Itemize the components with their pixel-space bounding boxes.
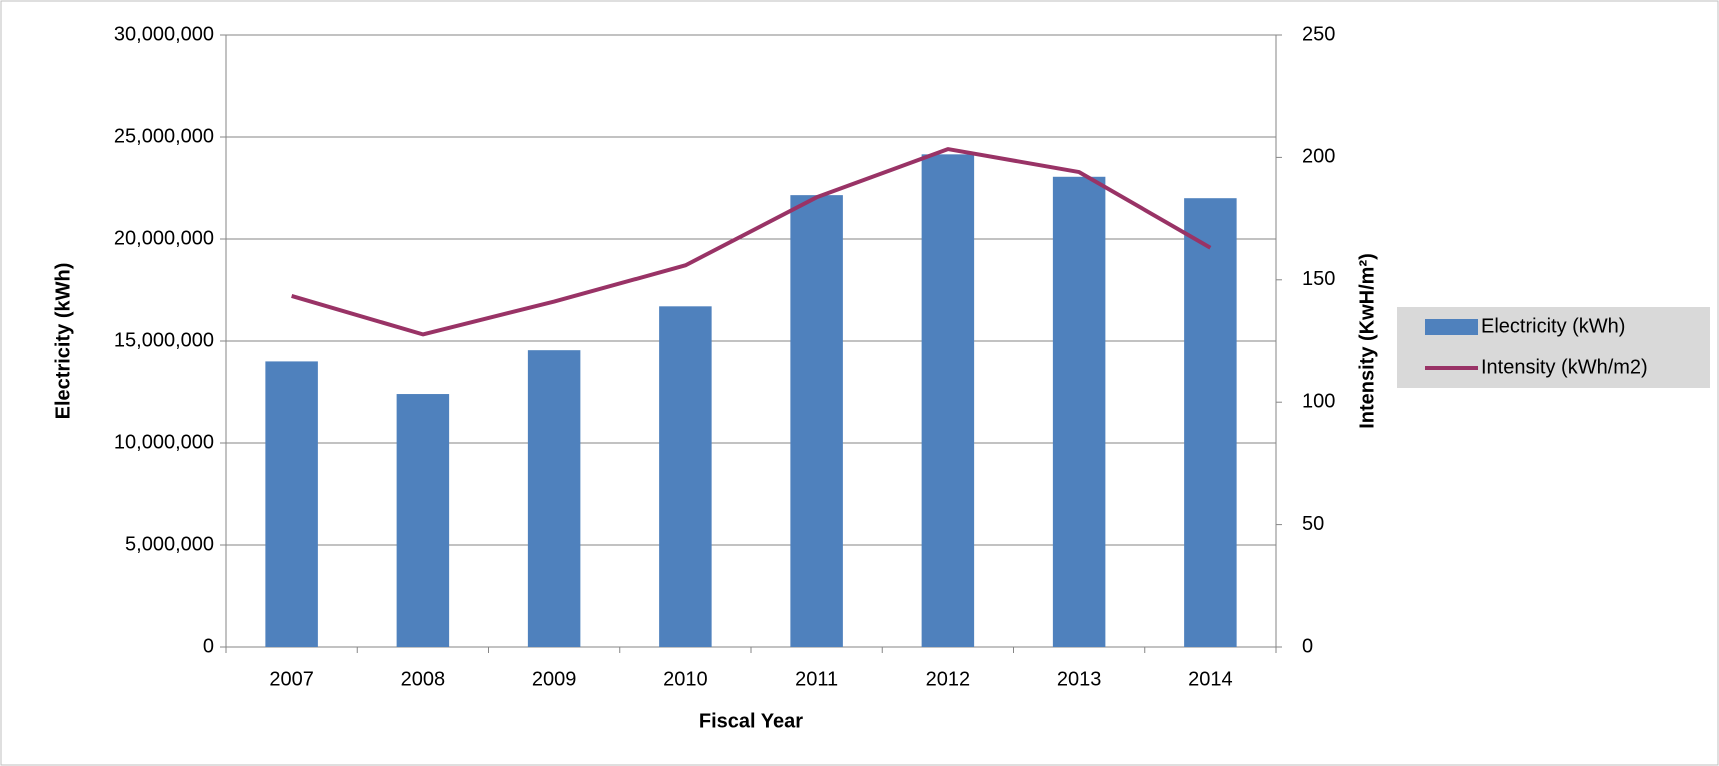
bar [659, 306, 712, 647]
x-tick-label: 2007 [269, 668, 314, 690]
y-tick-label: 15,000,000 [114, 329, 214, 351]
y2-tick-label: 200 [1302, 146, 1335, 168]
bar [1052, 176, 1106, 647]
legend-label: Electricity (kWh) [1481, 315, 1625, 337]
x-tick-label: 2013 [1057, 668, 1102, 690]
y-tick-label: 10,000,000 [114, 431, 214, 453]
y2-tick-label: 250 [1302, 23, 1335, 45]
x-axis-title: Fiscal Year [699, 710, 803, 732]
y-tick-label: 20,000,000 [114, 227, 214, 249]
bar [396, 394, 450, 647]
bar [1184, 198, 1237, 647]
x-tick-label: 2010 [663, 668, 708, 690]
bar [790, 195, 843, 647]
y-axis-title: Electricity (kWh) [52, 263, 74, 420]
y2-tick-label: 0 [1302, 635, 1313, 657]
y2-tick-label: 100 [1302, 390, 1335, 412]
x-tick-label: 2012 [926, 668, 971, 690]
y2-tick-label: 150 [1302, 268, 1335, 290]
y-tick-label: 25,000,000 [114, 125, 214, 147]
x-tick-label: 2014 [1188, 668, 1233, 690]
line [291, 147, 1212, 337]
legend-label: Intensity (kWh/m2) [1481, 356, 1648, 378]
x-tick-label: 2008 [401, 668, 446, 690]
bar [921, 154, 975, 647]
bar [265, 361, 318, 647]
y2-tick-label: 50 [1302, 513, 1324, 535]
y2-axis-title: Intensity (KwH/m²) [1356, 253, 1378, 429]
x-tick-label: 2009 [532, 668, 577, 690]
legend-swatch [1425, 319, 1478, 335]
bar [527, 350, 581, 647]
y-tick-label: 5,000,000 [125, 533, 214, 555]
y-tick-label: 0 [203, 635, 214, 657]
y-tick-label: 30,000,000 [114, 23, 214, 45]
x-tick-label: 2011 [795, 668, 838, 690]
